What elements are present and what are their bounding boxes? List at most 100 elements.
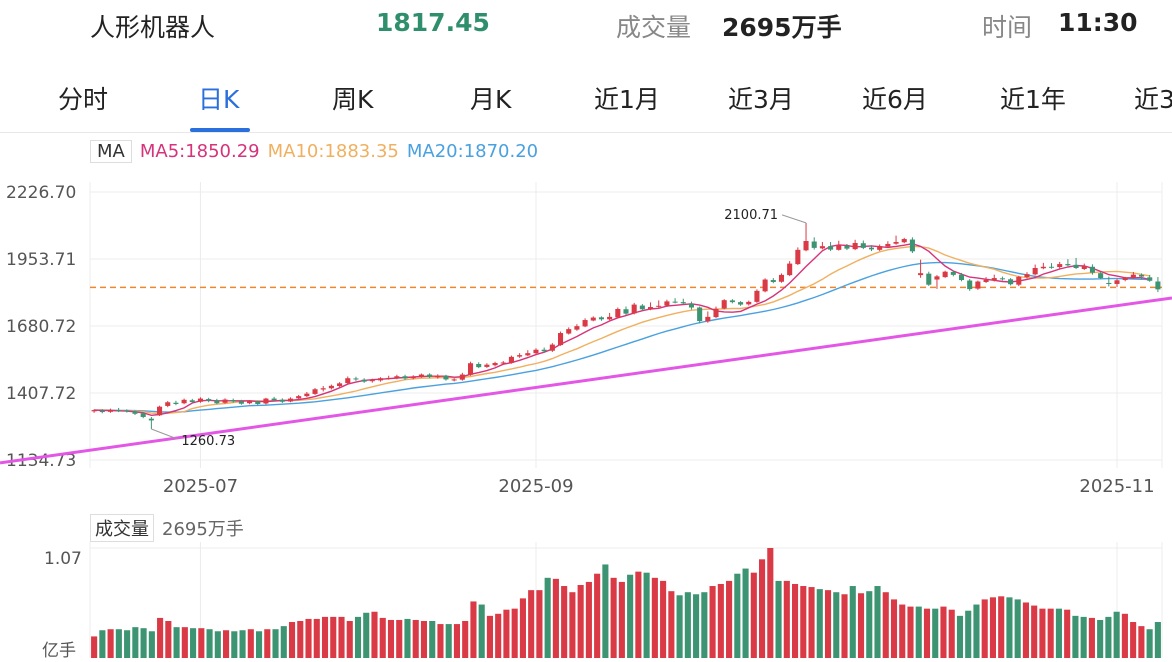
x-tick-label: 2025-07 — [163, 476, 238, 497]
candle-body — [754, 290, 760, 302]
candle-body — [1081, 266, 1087, 269]
ma-toggle[interactable]: MA — [90, 140, 132, 163]
candle — [705, 311, 711, 323]
candle-body — [1147, 277, 1153, 281]
candle — [148, 416, 154, 430]
candle-body — [852, 242, 858, 250]
candle-body — [803, 241, 809, 251]
candle — [508, 355, 514, 364]
volume-bar — [173, 627, 180, 658]
tab-1-month[interactable]: 近1月 — [594, 85, 660, 114]
candle-body — [844, 245, 850, 249]
candle — [729, 299, 735, 304]
volume-toggle[interactable]: 成交量 — [90, 514, 154, 542]
candle-body — [697, 307, 703, 322]
volume-bar — [948, 609, 955, 658]
volume-bar — [1064, 609, 1071, 658]
tab-3-year[interactable]: 近3 — [1134, 85, 1172, 114]
volume-bar — [890, 599, 898, 658]
candle — [557, 331, 564, 346]
candle-body — [1065, 264, 1071, 266]
candle — [1147, 274, 1153, 282]
volume-bar — [478, 604, 485, 658]
candle-body — [664, 301, 670, 306]
candle-body — [402, 376, 408, 379]
tab-weekly-k[interactable]: 周K — [332, 85, 374, 114]
volume-bar — [148, 631, 155, 658]
candle — [1040, 262, 1046, 270]
volume-bar — [635, 571, 642, 658]
candle-body — [967, 280, 973, 290]
volume-bar — [651, 577, 658, 658]
candle-body — [533, 349, 539, 354]
volume-bar — [973, 604, 980, 658]
candle — [320, 386, 326, 392]
candle-body — [590, 317, 596, 321]
candle — [222, 398, 228, 404]
candle-body — [320, 388, 326, 390]
volume-bar — [998, 596, 1005, 658]
volume-bar — [132, 627, 139, 658]
candle — [713, 306, 719, 319]
volume-bar — [750, 572, 757, 658]
candle-body — [615, 308, 621, 318]
volume-bar — [519, 598, 526, 658]
candle — [828, 241, 834, 252]
candle — [893, 235, 899, 245]
tab-1-year[interactable]: 近1年 — [1000, 85, 1066, 114]
candle-body — [729, 300, 735, 303]
volume-bar — [264, 629, 271, 658]
tab-daily-k[interactable]: 日K — [198, 85, 240, 114]
candle — [811, 237, 817, 250]
time-value: 11:30 — [1058, 8, 1138, 37]
candle — [410, 375, 416, 380]
tab-monthly-k[interactable]: 月K — [470, 85, 512, 114]
candle-body — [427, 374, 433, 377]
candle — [443, 374, 449, 381]
candle — [909, 237, 915, 254]
candle-body — [885, 243, 891, 247]
volume-legend: 成交量 2695万手 — [90, 514, 244, 542]
volume-bar — [981, 599, 988, 658]
candle-body — [189, 400, 195, 403]
ma-legend: MA MA5:1850.29 MA10:1883.35 MA20:1870.20 — [90, 140, 538, 166]
tab-6-month[interactable]: 近6月 — [862, 85, 928, 114]
y-tick-label: 1680.72 — [6, 317, 76, 337]
candle — [549, 343, 555, 352]
volume-bar — [561, 586, 568, 658]
candle-body — [500, 362, 506, 364]
candle — [1016, 275, 1022, 287]
candle — [680, 298, 686, 305]
volume-bar — [915, 606, 922, 658]
candle-body — [451, 379, 457, 381]
volume-bar — [759, 559, 766, 658]
volume-bar — [387, 619, 395, 658]
candle — [607, 312, 613, 321]
volume-bar — [214, 631, 221, 658]
volume-unit: 亿手 — [42, 641, 76, 661]
candle-body — [304, 393, 310, 397]
candle — [1065, 259, 1071, 267]
candle-body — [255, 401, 261, 404]
candle — [746, 300, 752, 306]
candle-body — [238, 401, 244, 404]
candle — [1057, 261, 1063, 269]
trend-line — [0, 296, 1172, 465]
candle — [991, 274, 997, 282]
candle-body — [222, 399, 228, 403]
candle — [165, 401, 171, 408]
tab-intraday[interactable]: 分时 — [58, 85, 109, 114]
candle — [598, 316, 604, 321]
volume-bar — [280, 626, 287, 658]
candle-body — [328, 385, 334, 389]
candle-body — [860, 243, 866, 248]
volume-bar — [693, 594, 700, 658]
candle — [214, 398, 220, 405]
volume-bar — [396, 619, 403, 658]
tab-3-month[interactable]: 近3月 — [728, 85, 794, 114]
volume-bar — [157, 617, 164, 658]
candle-body — [459, 374, 465, 380]
max-annotation: 2100.71 — [724, 208, 778, 223]
volume-bar — [775, 580, 782, 658]
